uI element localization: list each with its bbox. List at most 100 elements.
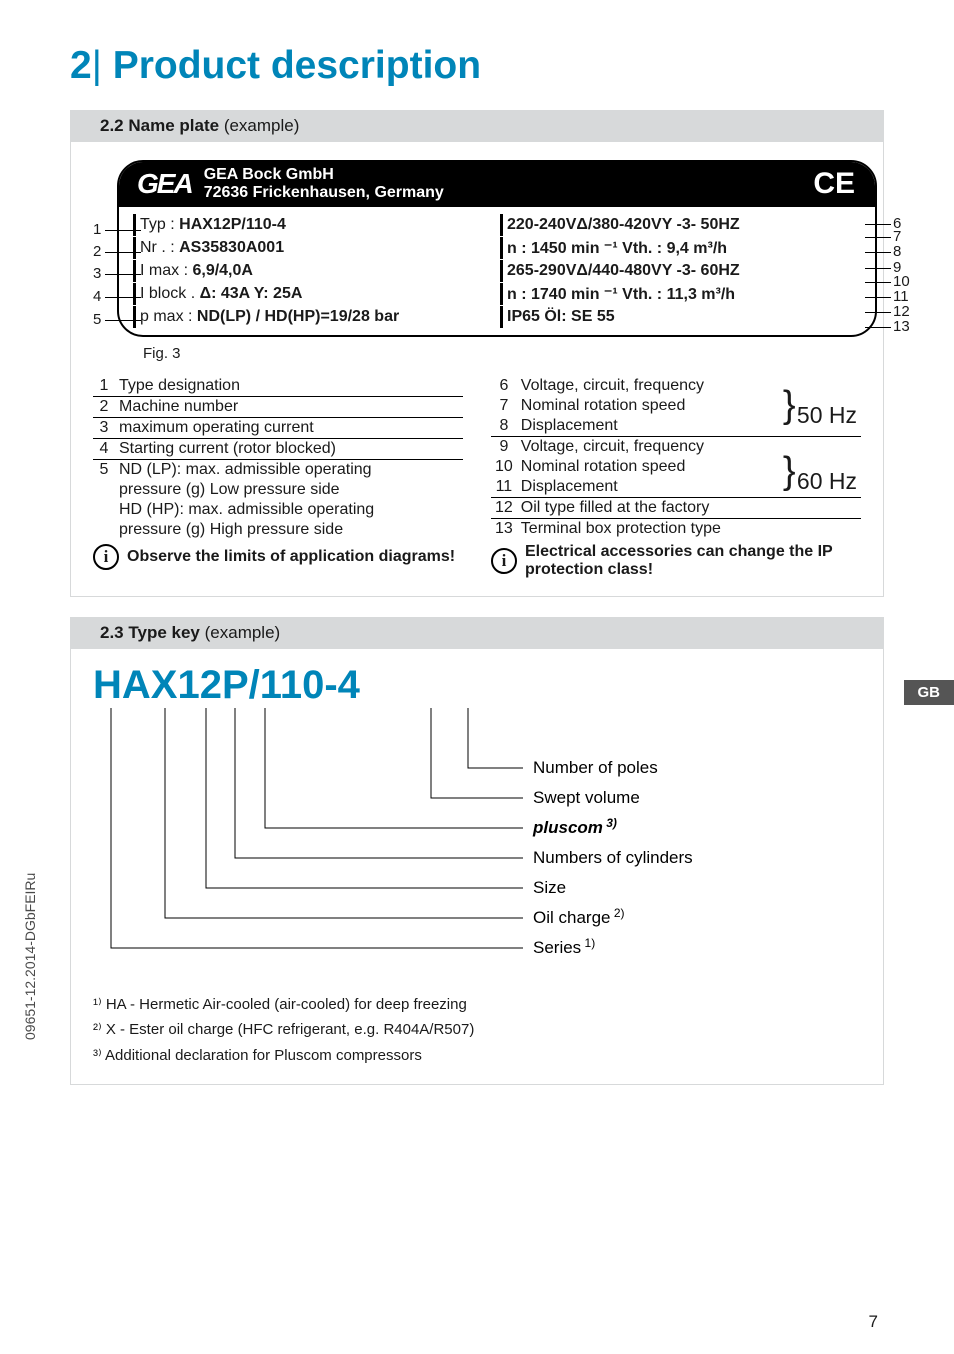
callout-num: 4: [93, 288, 101, 305]
title-text: Product description: [113, 44, 481, 87]
info-left: Observe the limits of application diagra…: [93, 544, 463, 570]
typekey-label: Series 1): [533, 936, 595, 957]
leader-line: [105, 320, 141, 321]
info-text-right: Electrical accessories can change the IP…: [525, 543, 861, 580]
legend-row: HD (HP): max. admissible operating: [93, 500, 463, 520]
doc-ref: 09651-12.2014-DGbFEIRu: [22, 873, 38, 1040]
nameplate-row: Typ : HAX12P/110-4: [133, 214, 494, 236]
legend-row: 12Oil type filled at the factory: [491, 497, 861, 518]
ce-mark: CE: [813, 167, 855, 201]
callout-num: 5: [93, 311, 101, 328]
leader-line: [105, 230, 141, 231]
title-num: 2: [70, 44, 92, 87]
typekey-seg: X: [151, 663, 178, 708]
legend-row: 4Starting current (rotor blocked): [93, 438, 463, 459]
sect22-title: Name plate: [128, 116, 219, 135]
legend-table-right: 6Voltage, circuit, frequency7Nominal rot…: [491, 376, 861, 539]
mfr-line1: GEA Bock GmbH: [204, 166, 444, 184]
legend-row: 3maximum operating current: [93, 417, 463, 438]
section-23-header: 2.3 Type key (example): [70, 617, 884, 649]
page-number: 7: [869, 1312, 878, 1332]
nameplate-row: IP65 Öl: SE 55: [500, 306, 861, 328]
nameplate: GEA GEA Bock GmbH 72636 Frickenhausen, G…: [117, 160, 877, 337]
typekey-seg: /: [249, 663, 260, 708]
legend-row: pressure (g) High pressure side: [93, 520, 463, 540]
sect23-title: Type key: [128, 623, 200, 642]
callout-num: 8: [893, 243, 901, 260]
legend-table-left: 1Type designation2Machine number3maximum…: [93, 376, 463, 540]
nameplate-wrap: GEA GEA Bock GmbH 72636 Frickenhausen, G…: [93, 160, 861, 337]
panel-23: HA X 1 2 P / 110 - 4 Number of polesSwep…: [70, 649, 884, 1086]
sect22-num: 2.2: [100, 116, 124, 135]
hz50: 50 Hz: [797, 402, 857, 429]
info-right: Electrical accessories can change the IP…: [491, 543, 861, 580]
leader-line: [865, 237, 891, 238]
fig-caption: Fig. 3: [143, 345, 861, 362]
nameplate-col-right: 220-240VΔ/380-420VY -3- 50HZn : 1450 min…: [500, 213, 861, 329]
typekey-seg: 1: [177, 663, 199, 708]
leader-line: [865, 268, 891, 269]
legend-row: 2Machine number: [93, 396, 463, 417]
nameplate-row: 265-290VΔ/440-480VY -3- 60HZ: [500, 260, 861, 282]
hz60: 60 Hz: [797, 468, 857, 495]
gea-logo: GEA: [137, 168, 192, 200]
nameplate-col-left: Typ : HAX12P/110-4Nr . : AS35830A001I ma…: [133, 213, 500, 329]
nameplate-header: GEA GEA Bock GmbH 72636 Frickenhausen, G…: [119, 162, 875, 207]
typekey-code: HA X 1 2 P / 110 - 4: [93, 663, 861, 708]
info-icon: [491, 548, 517, 574]
typekey-seg: 110: [260, 663, 325, 708]
typekey-label: Oil charge 2): [533, 906, 625, 927]
typekey-diagram: Number of polesSwept volumepluscom 3)Num…: [93, 708, 863, 978]
typekey-label: pluscom 3): [532, 816, 617, 837]
legend-row: 5ND (LP): max. admissible operating: [93, 459, 463, 480]
leader-line: [865, 327, 891, 328]
nameplate-row: I max : 6,9/4,0A: [133, 260, 494, 282]
leader-line: [865, 252, 891, 253]
typekey-label: Numbers of cylinders: [533, 848, 693, 867]
leader-line: [105, 252, 141, 253]
typekey-seg: 4: [338, 663, 360, 708]
footnote: ²⁾ X - Ester oil charge (HFC refrigerant…: [93, 1017, 861, 1043]
typekey-seg: -: [324, 663, 337, 708]
panel-22: GEA GEA Bock GmbH 72636 Frickenhausen, G…: [70, 142, 884, 597]
callout-num: 2: [93, 243, 101, 260]
leader-line: [865, 224, 891, 225]
footnote: ¹⁾ HA - Hermetic Air-cooled (air-cooled)…: [93, 992, 861, 1018]
typekey-seg: HA: [93, 663, 151, 708]
legend-row: 6Voltage, circuit, frequency: [491, 376, 861, 396]
sect23-num: 2.3: [100, 623, 124, 642]
nameplate-row: I block . Δ: 43A Y: 25A: [133, 283, 494, 305]
footnote: ³⁾ Additional declaration for Pluscom co…: [93, 1043, 861, 1069]
callout-num: 13: [893, 318, 910, 335]
typekey-label: Swept volume: [533, 788, 640, 807]
legend-row: 1Type designation: [93, 376, 463, 397]
nameplate-body: Typ : HAX12P/110-4Nr . : AS35830A001I ma…: [119, 207, 875, 335]
mfr-line2: 72636 Frickenhausen, Germany: [204, 184, 444, 202]
legend-left: 1Type designation2Machine number3maximum…: [93, 376, 463, 580]
sect23-paren: (example): [205, 623, 281, 642]
nameplate-row: 220-240VΔ/380-420VY -3- 50HZ: [500, 214, 861, 236]
legend-row: 13Terminal box protection type: [491, 518, 861, 539]
typekey-seg: P: [222, 663, 249, 708]
legend-row: pressure (g) Low pressure side: [93, 480, 463, 500]
page-title: 2| Product description: [70, 44, 884, 88]
section-22-header: 2.2 Name plate (example): [70, 110, 884, 142]
nameplate-row: n : 1740 min ⁻¹ Vth. : 11,3 m³/h: [500, 283, 861, 305]
title-bar: |: [92, 44, 102, 87]
info-text-left: Observe the limits of application diagra…: [127, 548, 455, 566]
leader-line: [105, 297, 141, 298]
leader-line: [865, 312, 891, 313]
callout-num: 1: [93, 221, 101, 238]
leader-line: [865, 297, 891, 298]
lang-tab: GB: [904, 680, 954, 705]
typekey-footnotes: ¹⁾ HA - Hermetic Air-cooled (air-cooled)…: [93, 992, 861, 1069]
legend-row: 9Voltage, circuit, frequency: [491, 436, 861, 457]
info-icon: [93, 544, 119, 570]
nameplate-mfr: GEA Bock GmbH 72636 Frickenhausen, Germa…: [204, 166, 444, 203]
leader-line: [105, 274, 141, 275]
typekey-label: Size: [533, 878, 566, 897]
legend-right: 6Voltage, circuit, frequency7Nominal rot…: [491, 376, 861, 580]
typekey-seg: 2: [200, 663, 222, 708]
leader-line: [865, 282, 891, 283]
nameplate-row: Nr . : AS35830A001: [133, 237, 494, 259]
